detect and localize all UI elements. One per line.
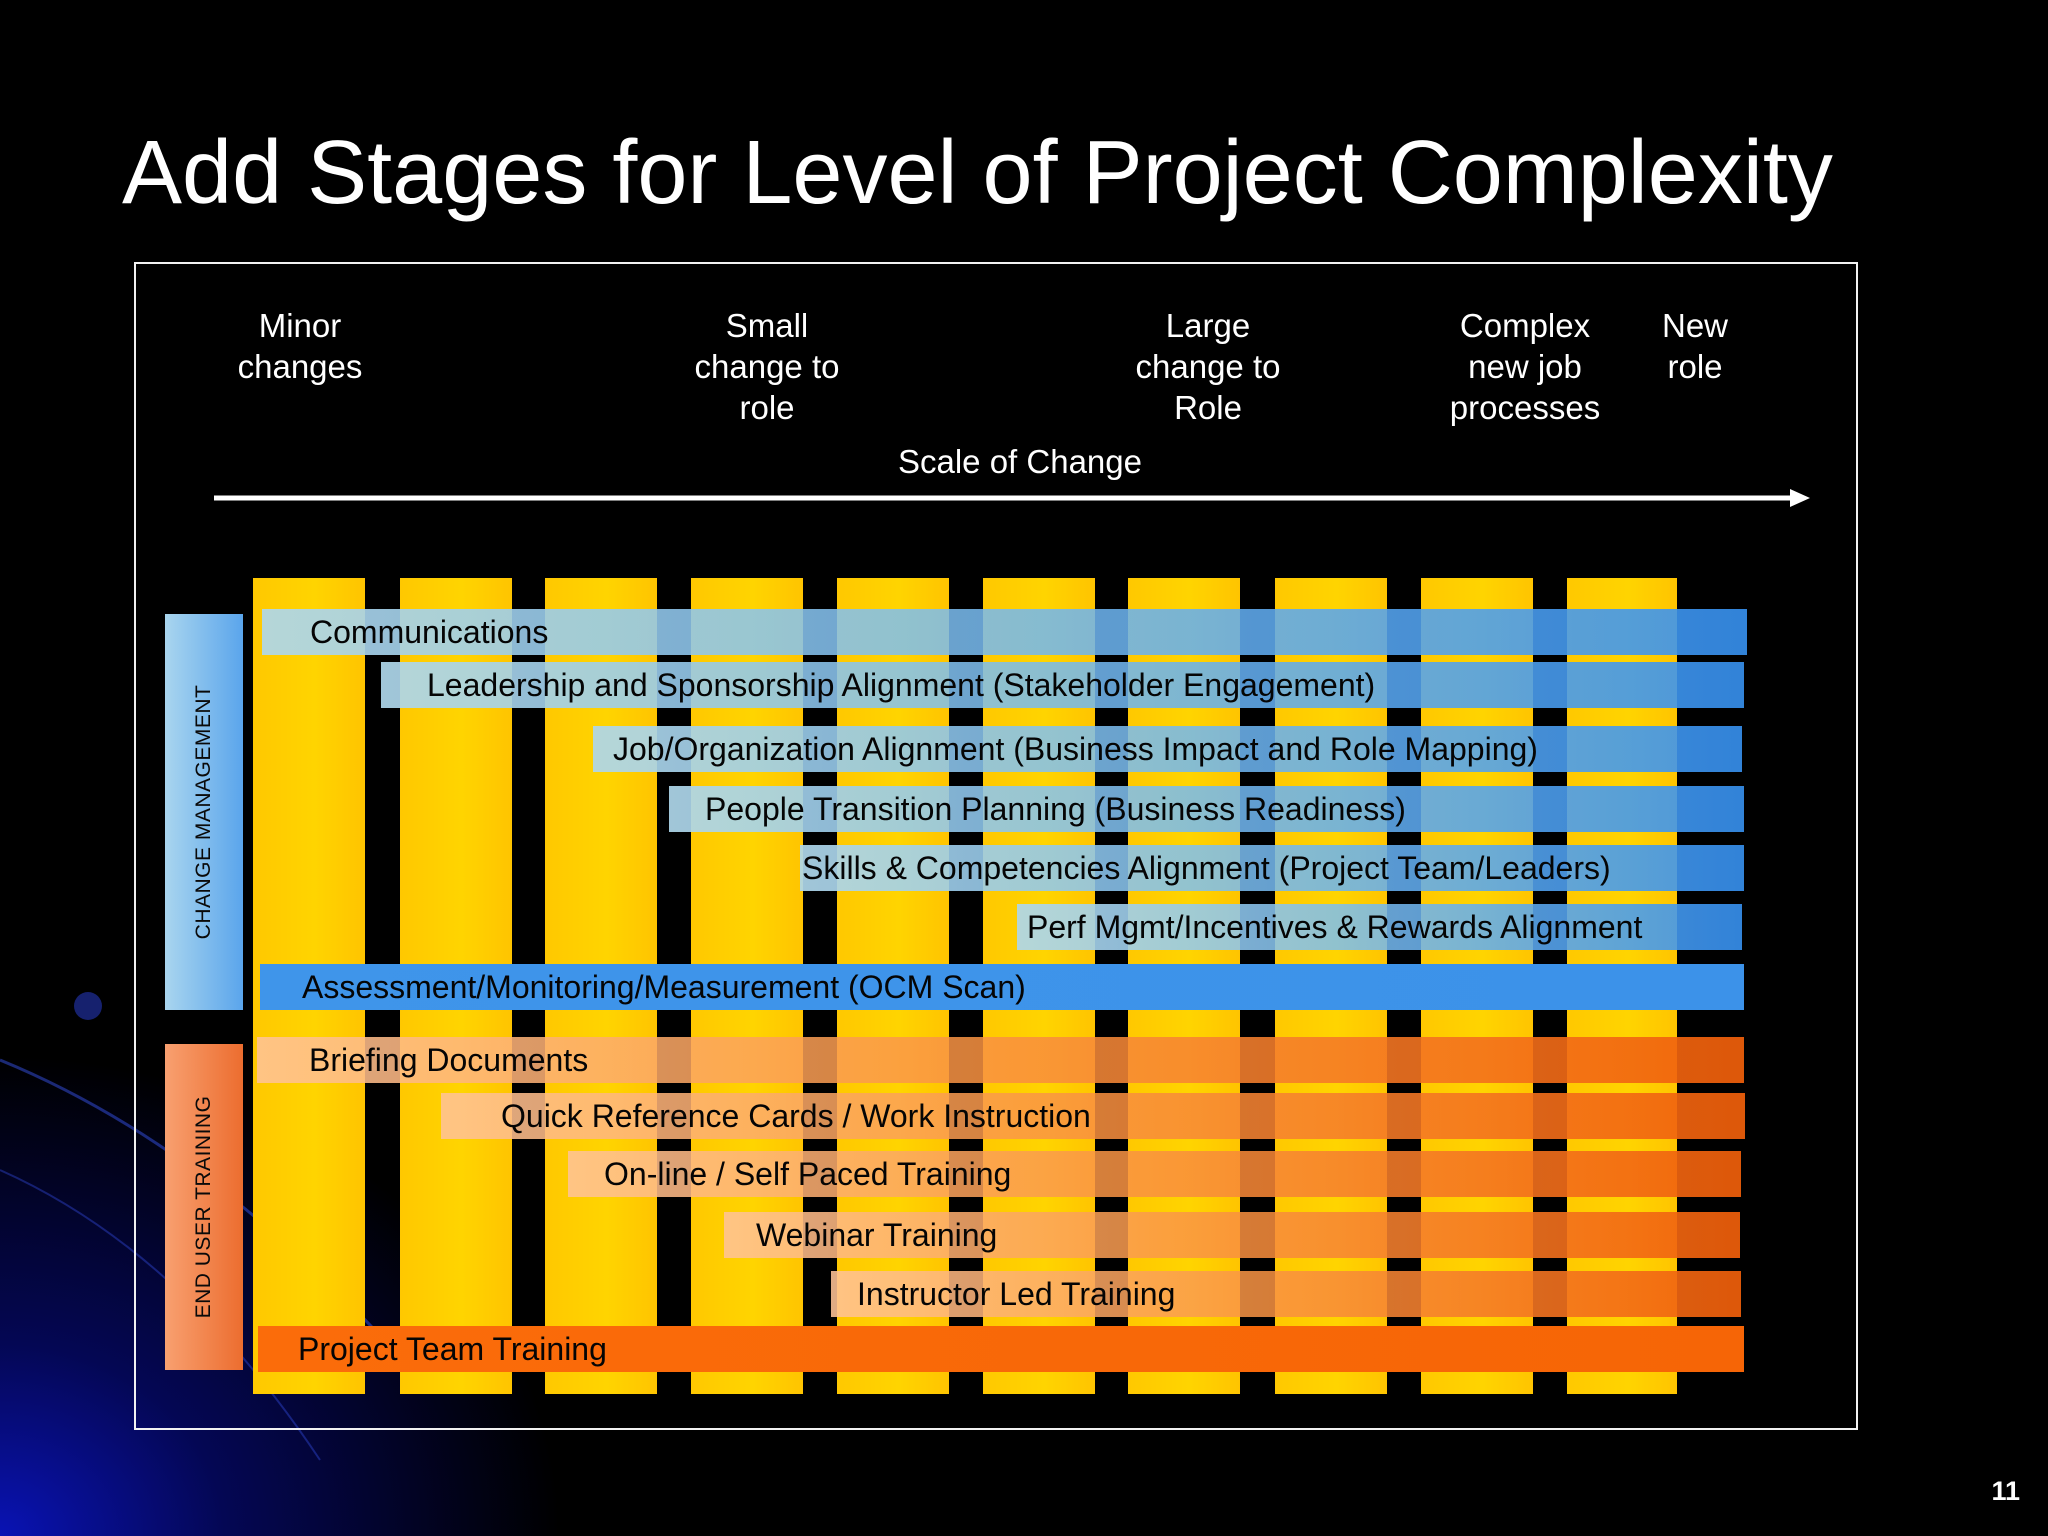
change-management-band: Communications xyxy=(262,609,1747,655)
diagram-frame xyxy=(134,262,1858,1430)
change-management-band: Perf Mgmt/Incentives & Rewards Alignment xyxy=(1017,904,1742,950)
end-user-training-band: Project Team Training xyxy=(258,1326,1744,1372)
stage-label-new-role: New role xyxy=(1661,307,1729,385)
stage-label-large: Large change to Role xyxy=(1135,307,1281,426)
stage-label-small: Small change to role xyxy=(694,307,840,426)
scale-of-change-label: Scale of Change xyxy=(897,443,1142,480)
page-number: 11 xyxy=(1991,1476,2020,1506)
change-management-group-label: CHANGE MANAGEMENT xyxy=(165,614,243,1010)
end-user-training-text: END USER TRAINING xyxy=(192,1095,215,1319)
end-user-training-band: Briefing Documents xyxy=(257,1037,1744,1083)
end-user-training-group-label: END USER TRAINING xyxy=(165,1044,243,1370)
change-management-band: People Transition Planning (Business Rea… xyxy=(669,786,1744,832)
stage-label-complex: Complex new job processes xyxy=(1449,307,1601,426)
change-management-band: Job/Organization Alignment (Business Imp… xyxy=(593,726,1742,772)
change-management-band: Assessment/Monitoring/Measurement (OCM S… xyxy=(260,964,1744,1010)
end-user-training-band: Instructor Led Training xyxy=(831,1271,1741,1317)
change-management-band: Leadership and Sponsorship Alignment (St… xyxy=(381,662,1744,708)
end-user-training-band: On-line / Self Paced Training xyxy=(568,1151,1741,1197)
slide-title: Add Stages for Level of Project Complexi… xyxy=(122,123,1833,223)
end-user-training-band: Webinar Training xyxy=(724,1212,1740,1258)
change-management-text: CHANGE MANAGEMENT xyxy=(192,684,215,940)
scale-arrow xyxy=(214,489,1810,507)
stage-label-minor: Minor changes xyxy=(237,307,363,385)
change-management-band: Skills & Competencies Alignment (Project… xyxy=(800,845,1744,891)
end-user-training-band: Quick Reference Cards / Work Instruction xyxy=(441,1093,1745,1139)
